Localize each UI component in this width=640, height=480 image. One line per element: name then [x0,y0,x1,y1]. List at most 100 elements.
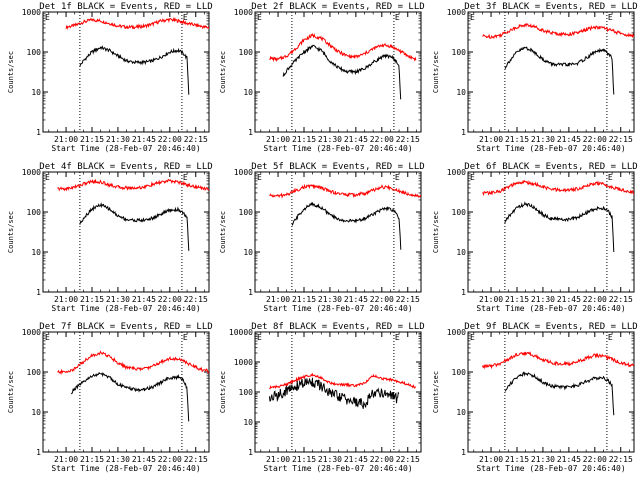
chart-panel-5: Det 5f BLACK = Events, RED = LLD 1 10 100 10… [219,162,425,313]
x-axis-label: Start Time (28-Feb-07 20:46:40) [476,304,625,313]
x-tick-label: 21:15 [80,135,104,144]
x-tick-label: 21:30 [531,295,555,304]
y-tick-label: 1000 [22,8,41,17]
y-tick-label: 1 [36,288,41,297]
events-series-line [79,45,190,95]
y-tick-label: 1 [248,288,253,297]
x-tick-label: 21:45 [132,135,156,144]
y-tick-label: 100 [239,208,254,217]
chart-title: Det 6f BLACK = Events, RED = LLD [464,162,637,172]
x-tick-label: 21:30 [106,135,130,144]
events-series-line [268,377,400,409]
chart-title: Det 2f BLACK = Events, RED = LLD [251,2,424,12]
y-tick-label: 1 [248,128,253,137]
y-tick-label: 1000 [234,358,253,367]
y-tick-label: 1000 [447,168,466,177]
event-marker-label: E [470,13,475,22]
y-axis-label: Counts/sec [219,51,227,93]
event-marker-label: E [257,13,262,22]
y-tick-label: 10 [31,248,41,257]
lld-series-line [57,178,209,192]
y-tick-label: 100 [452,368,467,377]
event-marker-label: E [45,13,50,22]
x-tick-label: 21:00 [54,295,78,304]
x-tick-label: 21:15 [292,295,316,304]
x-axis-label: Start Time (28-Feb-07 20:46:40) [51,304,200,313]
y-tick-label: 10 [243,88,253,97]
chart-title: Det 9f BLACK = Events, RED = LLD [464,322,637,332]
x-tick-label: 22:00 [583,295,607,304]
x-tick-label: 22:15 [609,295,633,304]
y-tick-label: 10000 [229,328,253,337]
x-tick-label: 21:00 [479,295,503,304]
event-marker-label: E [45,173,50,182]
x-axis-label: Start Time (28-Feb-07 20:46:40) [51,464,200,473]
x-tick-label: 21:15 [292,135,316,144]
event-marker-label: E [183,333,188,342]
x-tick-label: 22:15 [396,455,420,464]
plot-frame [254,171,422,293]
x-tick-label: 21:45 [132,295,156,304]
x-tick-label: 21:00 [54,135,78,144]
x-tick-label: 21:45 [344,455,368,464]
x-tick-label: 21:45 [344,135,368,144]
event-marker-label: E [470,173,475,182]
lld-series-line [57,350,209,376]
plot-frame [467,11,635,133]
x-tick-label: 21:30 [106,455,130,464]
x-tick-label: 21:00 [479,135,503,144]
y-tick-label: 100 [27,208,42,217]
events-series-line [504,46,615,95]
y-axis-label: Counts/sec [7,211,15,253]
events-series-line [70,371,190,422]
y-tick-label: 1000 [447,328,466,337]
x-tick-label: 22:00 [583,135,607,144]
y-tick-label: 1 [36,448,41,457]
event-marker-label: E [183,173,188,182]
y-tick-label: 10 [31,88,41,97]
y-tick-label: 10 [243,418,253,427]
x-tick-label: 21:00 [266,135,290,144]
chart-panel-8: Det 8f BLACK = Events, RED = LLD 1 10 100 10… [219,322,425,473]
y-axis-label: Counts/sec [219,371,227,413]
y-axis-label: Counts/sec [432,51,440,93]
lld-series-line [65,16,209,31]
x-tick-label: 22:15 [184,455,208,464]
event-marker-label: E [608,333,613,342]
chart-title: Det 8f BLACK = Events, RED = LLD [251,322,424,332]
chart-panel-9: Det 9f BLACK = Events, RED = LLD 1 10 100 10… [432,322,638,473]
y-tick-label: 100 [452,48,467,57]
y-tick-label: 10 [456,408,466,417]
chart-title: Det 4f BLACK = Events, RED = LLD [39,162,212,172]
x-tick-label: 21:00 [479,455,503,464]
event-marker-label: E [183,13,188,22]
event-marker-label: E [395,333,400,342]
y-tick-label: 100 [239,388,254,397]
x-tick-label: 22:00 [370,455,394,464]
chart-title: Det 7f BLACK = Events, RED = LLD [39,322,212,332]
event-marker-label: E [257,173,262,182]
lld-series-line [482,179,634,197]
events-series-line [79,202,190,251]
x-tick-label: 22:00 [370,135,394,144]
x-tick-label: 21:30 [531,455,555,464]
chart-panel-4: Det 4f BLACK = Events, RED = LLD 1 10 100 10… [7,162,213,313]
x-tick-label: 22:15 [184,135,208,144]
event-marker-label: E [395,13,400,22]
x-tick-label: 21:45 [344,295,368,304]
x-tick-label: 21:15 [80,455,104,464]
x-axis-label: Start Time (28-Feb-07 20:46:40) [476,464,625,473]
lld-series-line [481,351,634,370]
x-tick-label: 22:00 [158,295,182,304]
x-tick-label: 21:30 [318,135,342,144]
y-tick-label: 1 [36,128,41,137]
lld-series-line [269,33,417,63]
y-tick-label: 1000 [234,8,253,17]
chart-panel-1: Det 1f BLACK = Events, RED = LLD 1 10 100 10… [7,2,213,153]
y-tick-label: 1000 [234,168,253,177]
x-tick-label: 21:15 [505,135,529,144]
y-tick-label: 100 [452,208,467,217]
y-tick-label: 1 [461,128,466,137]
x-tick-label: 21:30 [106,295,130,304]
x-tick-label: 21:15 [505,455,529,464]
